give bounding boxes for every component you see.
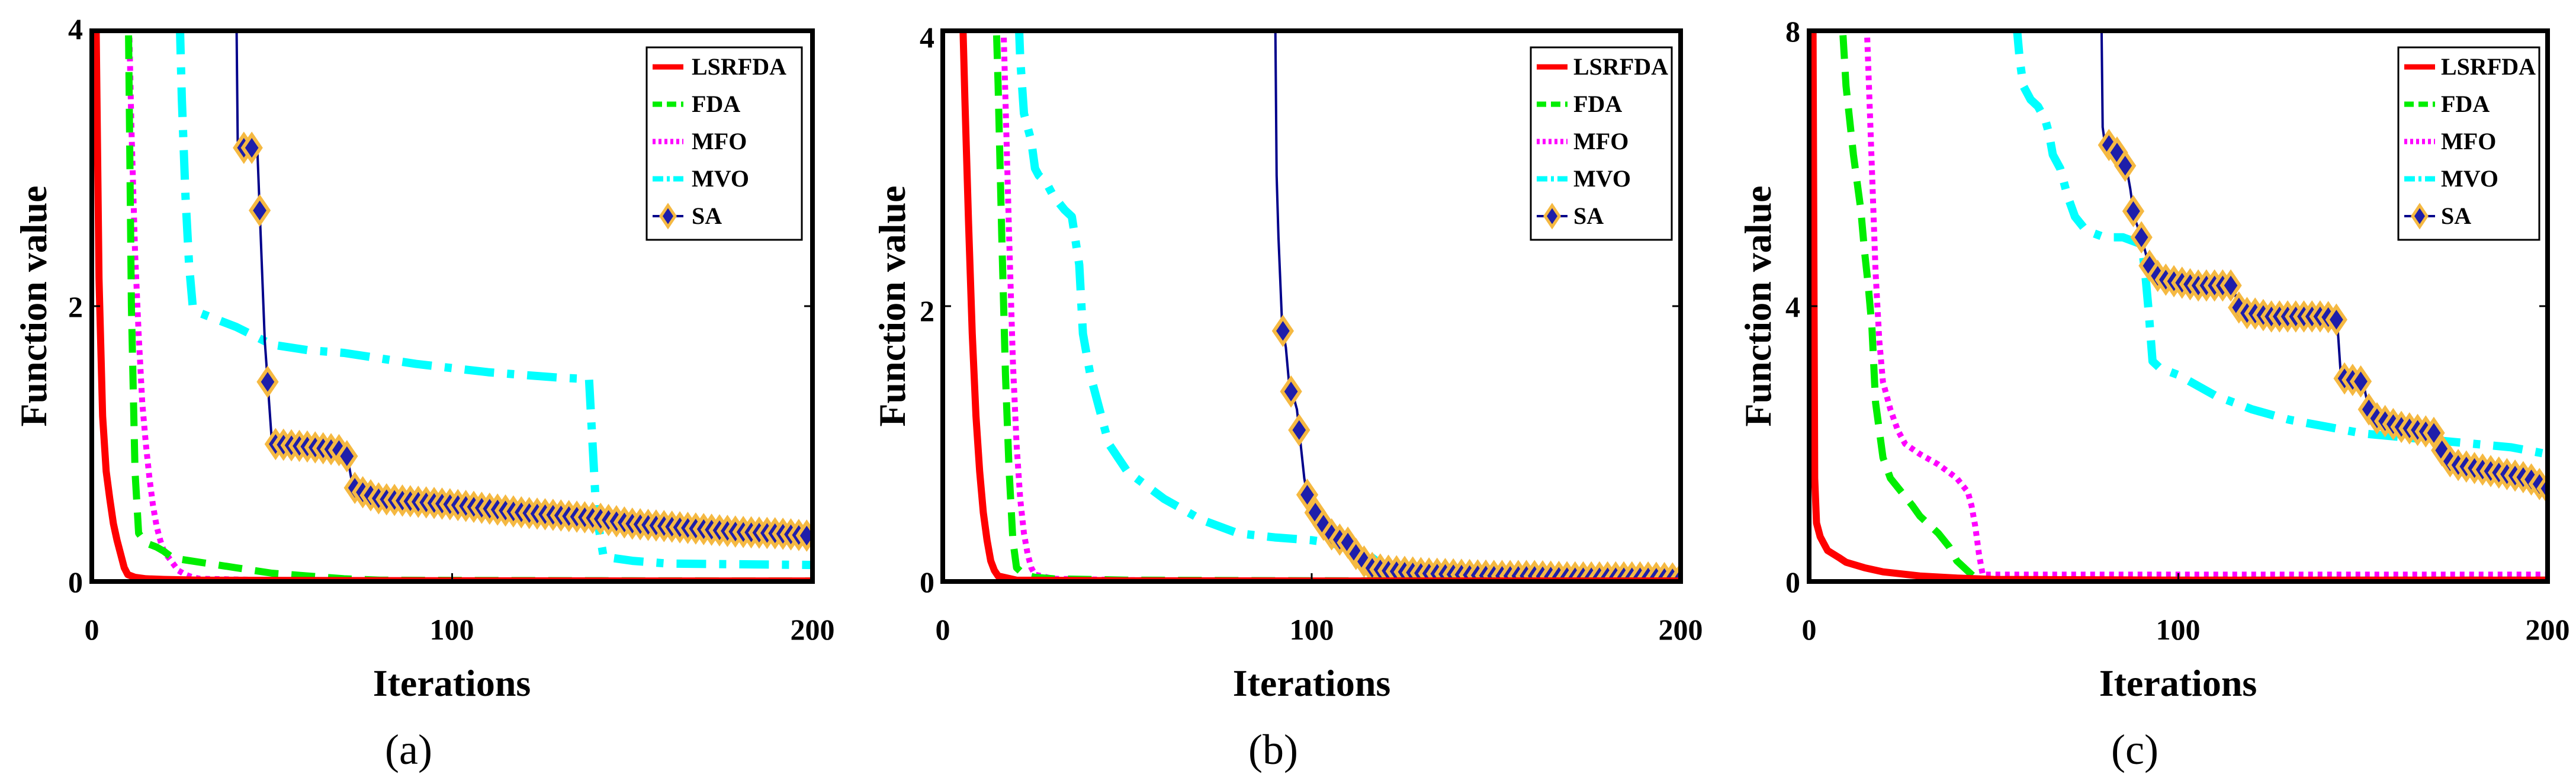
legend-label: FDA <box>692 91 740 117</box>
sa-marker <box>2130 221 2153 254</box>
x-tick-label: 200 <box>791 613 835 646</box>
tick-marks <box>1808 30 2549 583</box>
x-tick-label: 200 <box>2526 613 2570 646</box>
legend-label: SA <box>2441 203 2471 229</box>
panel-label: (a) <box>385 726 432 773</box>
sa-marker <box>2220 269 2242 302</box>
x-tick-label: 100 <box>2156 613 2201 646</box>
legend-label: LSRFDA <box>1573 53 1668 80</box>
x-tick-label: 0 <box>85 613 99 646</box>
y-tick-label: 2 <box>920 294 934 327</box>
sa-marker <box>248 194 271 227</box>
y-tick-label: 4 <box>1785 290 1800 323</box>
y-tick-label: 0 <box>68 565 83 599</box>
sa-marker <box>2122 195 2145 227</box>
legend-label: SA <box>1573 203 1604 229</box>
x-axis-label: Iterations <box>1233 662 1391 704</box>
sa-marker <box>1288 413 1311 446</box>
legend-label: MFO <box>2441 128 2496 155</box>
panel-label: (b) <box>1248 726 1298 773</box>
y-axis-label: Function value <box>12 185 54 426</box>
legend-label: LSRFDA <box>692 53 786 80</box>
x-tick-label: 200 <box>1659 613 1703 646</box>
legend-marker-sa <box>1543 203 1562 230</box>
legend-label: FDA <box>1573 91 1622 117</box>
legend-label: MVO <box>1573 165 1631 192</box>
sa-marker <box>2423 416 2445 449</box>
series-line-mvo <box>176 31 812 570</box>
panel-label: (c) <box>2111 726 2159 773</box>
legend-marker-sa <box>659 203 677 230</box>
y-tick-label: 0 <box>920 565 934 599</box>
x-tick-label: 0 <box>936 613 950 646</box>
sa-marker <box>2325 303 2347 336</box>
y-tick-label: 4 <box>68 12 83 46</box>
legend-label: MVO <box>2441 165 2498 192</box>
y-axis-label: Function value <box>1737 185 1779 426</box>
chart-panel-b: 4 2 0 0 100 200 Iterations Function valu… <box>871 21 1703 773</box>
sa-marker <box>795 519 812 552</box>
x-tick-label: 100 <box>430 613 474 646</box>
tick-marks <box>942 30 1682 583</box>
x-axis-label: Iterations <box>2099 662 2257 704</box>
y-axis-label: Function value <box>871 185 913 426</box>
series-line-fda <box>1839 31 2548 581</box>
sa-marker <box>2114 149 2137 182</box>
legend-label: LSRFDA <box>2441 53 2536 80</box>
y-tick-label: 8 <box>1785 15 1800 48</box>
legend: LSRFDA FDA MFO MVO SA <box>1530 46 1673 241</box>
chart-panel-a: 4 2 0 0 100 200 Iterations Function valu… <box>12 12 835 773</box>
x-axis-label: Iterations <box>373 662 531 704</box>
y-tick-label: 4 <box>920 21 934 54</box>
series-line-mfo <box>1864 31 2548 578</box>
sa-marker <box>2349 365 2372 398</box>
sa-marker <box>1296 478 1319 511</box>
sa-marker <box>1271 314 1295 348</box>
legend-label: FDA <box>2441 91 2490 117</box>
y-tick-label: 0 <box>1785 565 1800 599</box>
legend-label: MFO <box>1573 128 1629 155</box>
tick-marks <box>91 30 814 583</box>
legend: LSRFDA FDA MFO MVO SA <box>645 46 803 241</box>
sa-marker <box>240 131 263 164</box>
legend-marker-sa <box>2410 203 2429 230</box>
legend: LSRFDA FDA MFO MVO SA <box>2397 46 2540 241</box>
series-group <box>92 31 812 581</box>
legend-label: MFO <box>692 128 747 155</box>
y-tick-label: 2 <box>68 290 83 323</box>
x-tick-label: 0 <box>1802 613 1817 646</box>
sa-marker <box>256 365 279 399</box>
legend-label: SA <box>692 203 722 229</box>
chart-panel-c: 8 4 0 0 100 200 Iterations Function valu… <box>1737 15 2570 773</box>
series-group <box>1809 31 2548 581</box>
sa-marker <box>1280 375 1302 408</box>
sa-marker <box>336 440 358 473</box>
legend-label: MVO <box>692 165 749 192</box>
x-tick-label: 100 <box>1290 613 1334 646</box>
series-line-lsrfda <box>1809 31 2548 581</box>
